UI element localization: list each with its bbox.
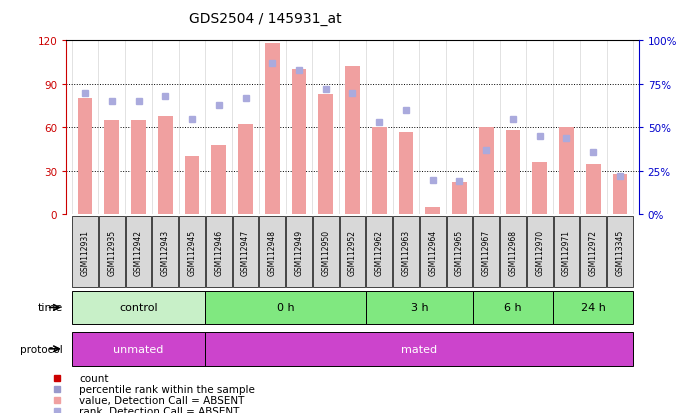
Bar [425, 207, 440, 215]
Text: GSM112943: GSM112943 [161, 229, 170, 275]
FancyBboxPatch shape [179, 216, 205, 287]
Text: 6 h: 6 h [504, 303, 522, 313]
FancyBboxPatch shape [232, 216, 258, 287]
FancyBboxPatch shape [393, 216, 419, 287]
Bar [318, 95, 333, 215]
Text: GDS2504 / 145931_at: GDS2504 / 145931_at [189, 12, 341, 26]
Bar [586, 164, 600, 215]
Bar [559, 128, 574, 215]
Text: 24 h: 24 h [581, 303, 606, 313]
Text: 3 h: 3 h [410, 303, 428, 313]
FancyBboxPatch shape [205, 291, 366, 325]
Text: GSM112946: GSM112946 [214, 229, 223, 275]
Text: GSM112945: GSM112945 [188, 229, 197, 275]
Bar [505, 131, 520, 215]
Text: GSM112962: GSM112962 [375, 229, 384, 275]
Text: control: control [119, 303, 158, 313]
FancyBboxPatch shape [260, 216, 285, 287]
Bar [613, 174, 628, 215]
Text: GSM112948: GSM112948 [268, 229, 276, 275]
Bar [452, 183, 467, 215]
FancyBboxPatch shape [607, 216, 633, 287]
Text: GSM112950: GSM112950 [321, 229, 330, 275]
Bar [105, 121, 119, 215]
Text: time: time [38, 303, 63, 313]
FancyBboxPatch shape [580, 216, 606, 287]
FancyBboxPatch shape [340, 216, 365, 287]
Text: GSM112931: GSM112931 [80, 229, 89, 275]
FancyBboxPatch shape [313, 216, 339, 287]
FancyBboxPatch shape [500, 216, 526, 287]
Bar [345, 67, 360, 215]
Text: GSM112947: GSM112947 [241, 229, 250, 275]
Text: GSM112949: GSM112949 [295, 229, 304, 275]
FancyBboxPatch shape [527, 216, 553, 287]
Bar [479, 128, 493, 215]
Bar [158, 116, 172, 215]
FancyBboxPatch shape [366, 216, 392, 287]
Text: unmated: unmated [113, 344, 164, 354]
Bar [238, 125, 253, 215]
Text: GSM112935: GSM112935 [107, 229, 117, 275]
Text: GSM112963: GSM112963 [401, 229, 410, 275]
FancyBboxPatch shape [126, 216, 151, 287]
Bar [372, 128, 387, 215]
Bar [131, 121, 146, 215]
FancyBboxPatch shape [553, 291, 633, 325]
Text: mated: mated [401, 344, 438, 354]
FancyBboxPatch shape [420, 216, 445, 287]
Bar [533, 163, 547, 215]
Text: GSM112968: GSM112968 [508, 229, 517, 275]
FancyBboxPatch shape [206, 216, 232, 287]
Bar [77, 99, 92, 215]
FancyBboxPatch shape [72, 291, 205, 325]
Text: percentile rank within the sample: percentile rank within the sample [79, 384, 255, 394]
Text: GSM112971: GSM112971 [562, 229, 571, 275]
Text: GSM113345: GSM113345 [616, 229, 625, 275]
FancyBboxPatch shape [205, 332, 633, 366]
Text: count: count [79, 373, 109, 383]
FancyBboxPatch shape [72, 332, 205, 366]
Text: GSM112972: GSM112972 [588, 229, 597, 275]
Bar [265, 44, 280, 215]
FancyBboxPatch shape [554, 216, 579, 287]
Text: GSM112952: GSM112952 [348, 229, 357, 275]
Text: value, Detection Call = ABSENT: value, Detection Call = ABSENT [79, 395, 244, 405]
FancyBboxPatch shape [366, 291, 473, 325]
FancyBboxPatch shape [72, 216, 98, 287]
Text: GSM112967: GSM112967 [482, 229, 491, 275]
Bar [185, 157, 200, 215]
Text: GSM112970: GSM112970 [535, 229, 544, 275]
FancyBboxPatch shape [473, 216, 499, 287]
FancyBboxPatch shape [286, 216, 312, 287]
FancyBboxPatch shape [99, 216, 125, 287]
Text: GSM112942: GSM112942 [134, 229, 143, 275]
Text: protocol: protocol [20, 344, 63, 354]
Text: GSM112965: GSM112965 [455, 229, 464, 275]
Bar [292, 70, 306, 215]
Text: GSM112964: GSM112964 [429, 229, 437, 275]
FancyBboxPatch shape [473, 291, 553, 325]
Text: 0 h: 0 h [277, 303, 295, 313]
Bar [211, 145, 226, 215]
Bar [399, 132, 413, 215]
FancyBboxPatch shape [152, 216, 178, 287]
FancyBboxPatch shape [447, 216, 473, 287]
Text: rank, Detection Call = ABSENT: rank, Detection Call = ABSENT [79, 406, 239, 413]
